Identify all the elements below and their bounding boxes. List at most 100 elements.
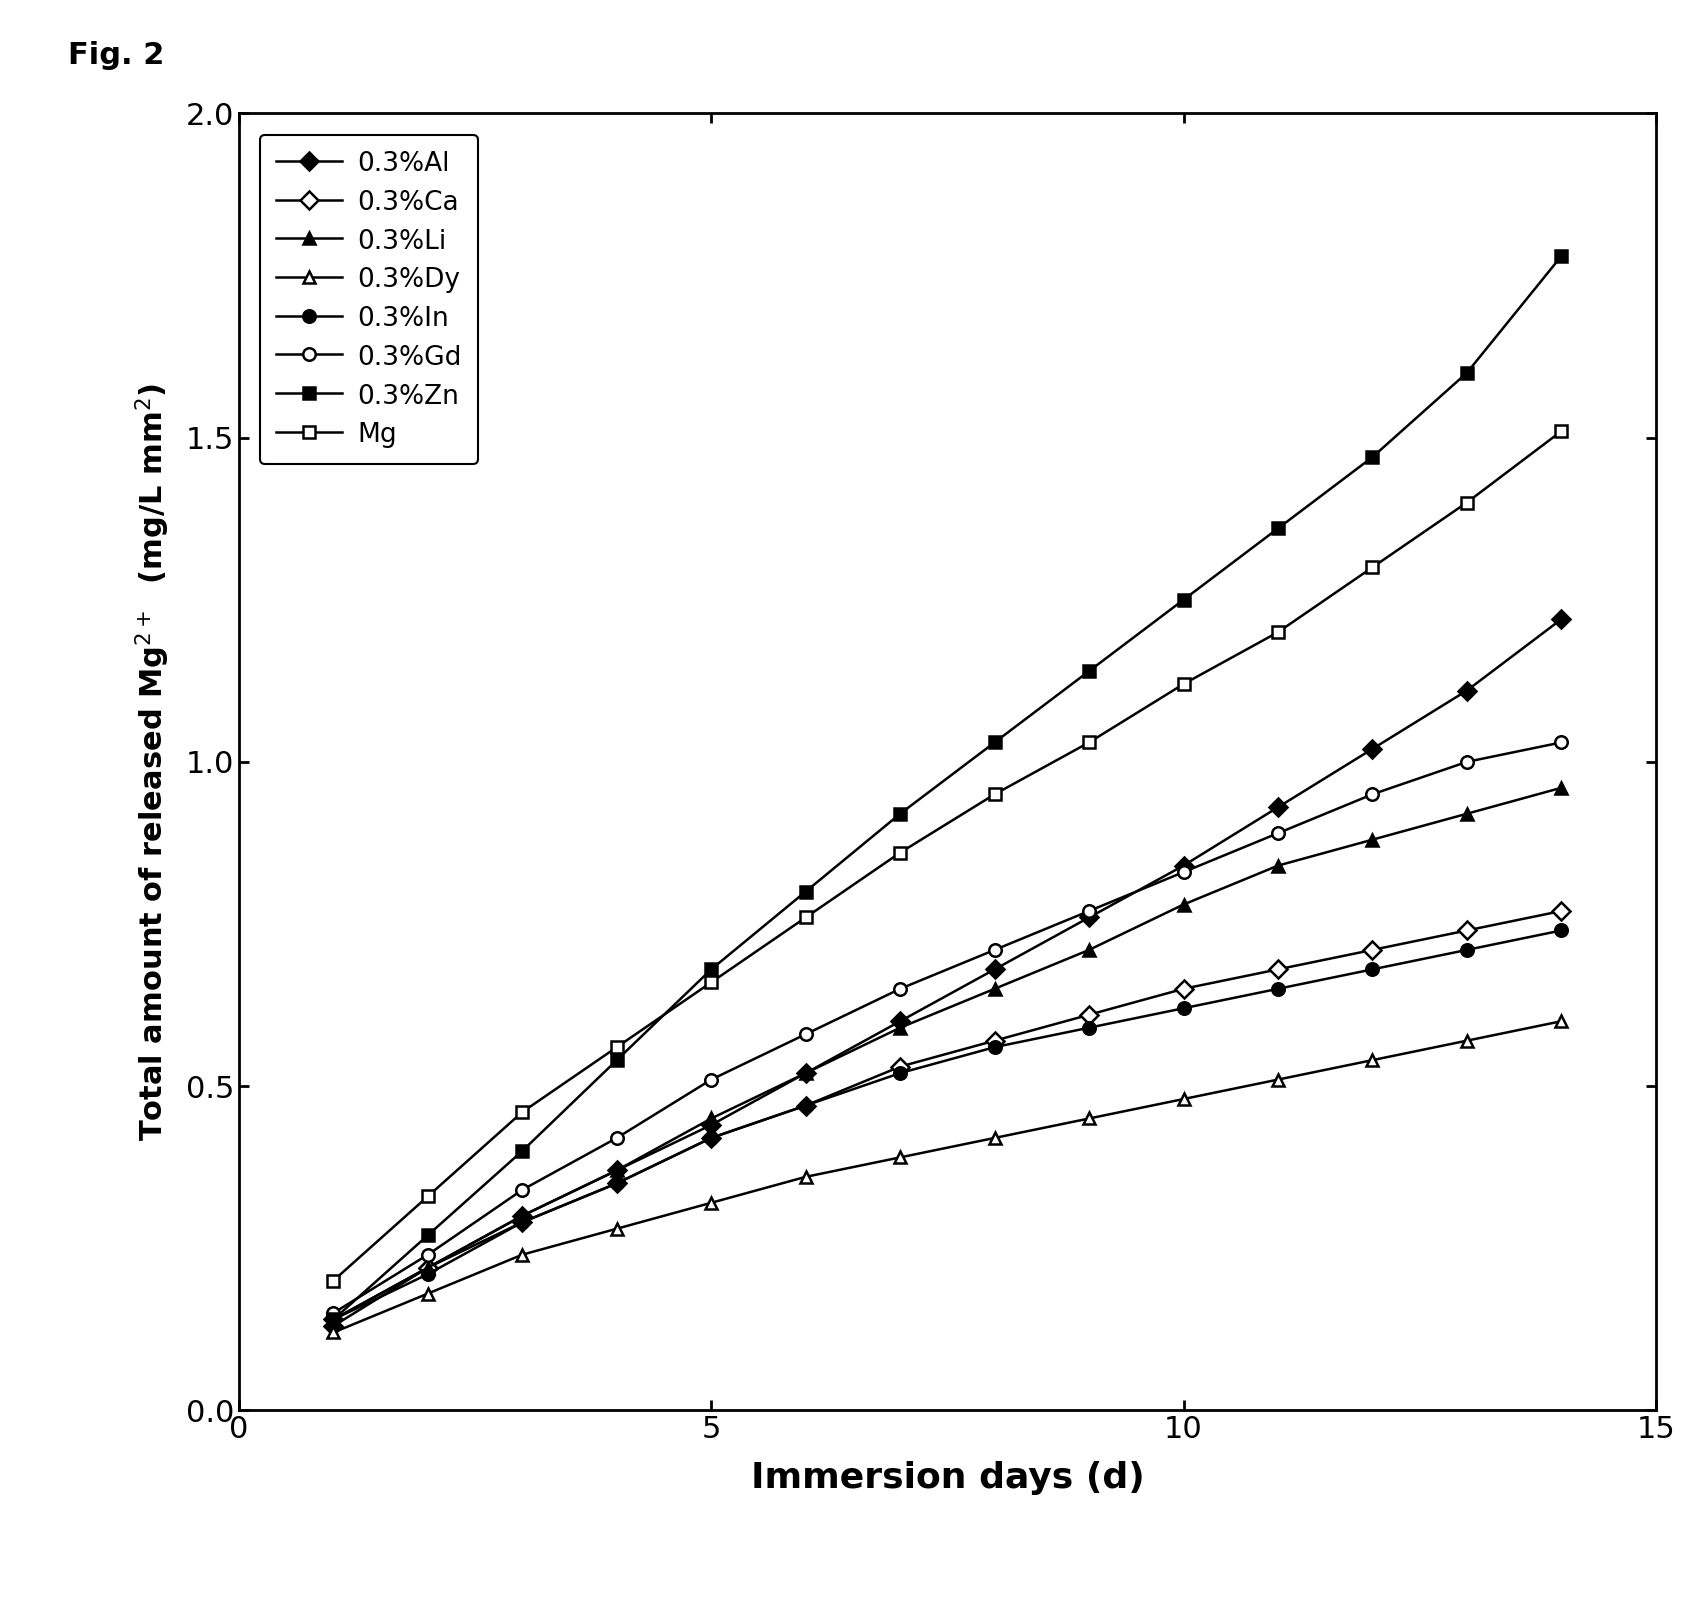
0.3%In: [889, 1063, 910, 1083]
Mg: [512, 1102, 533, 1122]
0.3%In: [323, 1310, 343, 1329]
0.3%Al: [1362, 739, 1383, 759]
Legend: 0.3%Al, 0.3%Ca, 0.3%Li, 0.3%Dy, 0.3%In, 0.3%Gd, 0.3%Zn, Mg: 0.3%Al, 0.3%Ca, 0.3%Li, 0.3%Dy, 0.3%In, …: [259, 135, 478, 464]
0.3%Al: [1268, 798, 1289, 817]
Mg: [889, 843, 910, 862]
0.3%Zn: [702, 960, 722, 979]
0.3%Al: [985, 960, 1005, 979]
0.3%Al: [889, 1012, 910, 1031]
Line: Mg: Mg: [328, 425, 1567, 1287]
0.3%Gd: [1552, 733, 1572, 752]
0.3%Ca: [1456, 921, 1477, 940]
0.3%Gd: [1456, 752, 1477, 772]
0.3%Ca: [323, 1310, 343, 1329]
0.3%Zn: [1173, 590, 1193, 609]
0.3%Zn: [418, 1225, 439, 1245]
0.3%In: [1268, 979, 1289, 999]
0.3%Dy: [323, 1323, 343, 1342]
0.3%Zn: [1362, 447, 1383, 467]
0.3%Zn: [606, 1050, 626, 1070]
Text: Fig. 2: Fig. 2: [68, 41, 164, 70]
0.3%Li: [889, 1018, 910, 1037]
Mg: [985, 785, 1005, 804]
Line: 0.3%Al: 0.3%Al: [328, 613, 1567, 1332]
0.3%Zn: [512, 1141, 533, 1161]
0.3%In: [1173, 999, 1193, 1018]
0.3%Zn: [795, 882, 816, 901]
0.3%Zn: [1268, 519, 1289, 538]
0.3%Gd: [1079, 901, 1099, 921]
0.3%In: [1079, 1018, 1099, 1037]
0.3%Zn: [1552, 246, 1572, 266]
0.3%Li: [1362, 830, 1383, 849]
Mg: [1362, 558, 1383, 577]
0.3%Ca: [985, 1031, 1005, 1050]
0.3%Li: [1552, 778, 1572, 798]
0.3%Li: [606, 1161, 626, 1180]
0.3%Ca: [512, 1213, 533, 1232]
0.3%Dy: [512, 1245, 533, 1264]
0.3%Dy: [1456, 1031, 1477, 1050]
0.3%Zn: [1456, 363, 1477, 383]
0.3%Al: [512, 1206, 533, 1225]
0.3%Al: [418, 1258, 439, 1277]
Mg: [702, 973, 722, 992]
0.3%Li: [1268, 856, 1289, 875]
0.3%Ca: [1268, 960, 1289, 979]
Line: 0.3%In: 0.3%In: [328, 924, 1567, 1326]
Y-axis label: Total amount of released Mg$^{2+}$  (mg/L mm$^2$): Total amount of released Mg$^{2+}$ (mg/L…: [133, 383, 172, 1141]
0.3%In: [418, 1264, 439, 1284]
Mg: [606, 1037, 626, 1057]
0.3%Li: [1079, 940, 1099, 960]
0.3%Gd: [795, 1024, 816, 1044]
0.3%Dy: [702, 1193, 722, 1213]
0.3%Ca: [1362, 940, 1383, 960]
0.3%Gd: [1173, 862, 1193, 882]
0.3%Dy: [418, 1284, 439, 1303]
0.3%In: [1362, 960, 1383, 979]
0.3%In: [795, 1096, 816, 1115]
0.3%Li: [985, 979, 1005, 999]
0.3%Gd: [323, 1303, 343, 1323]
0.3%In: [606, 1174, 626, 1193]
Mg: [1552, 421, 1572, 441]
0.3%Gd: [418, 1245, 439, 1264]
Line: 0.3%Dy: 0.3%Dy: [328, 1015, 1567, 1339]
0.3%Ca: [1079, 1005, 1099, 1024]
Line: 0.3%Ca: 0.3%Ca: [328, 905, 1567, 1326]
Mg: [323, 1271, 343, 1290]
0.3%Gd: [985, 940, 1005, 960]
0.3%Gd: [1268, 823, 1289, 843]
Line: 0.3%Li: 0.3%Li: [328, 781, 1567, 1326]
0.3%Zn: [1079, 661, 1099, 681]
0.3%Dy: [1079, 1109, 1099, 1128]
0.3%Gd: [512, 1180, 533, 1200]
0.3%Ca: [1552, 901, 1572, 921]
0.3%Zn: [323, 1310, 343, 1329]
0.3%Al: [1552, 609, 1572, 629]
0.3%Al: [702, 1115, 722, 1135]
X-axis label: Immersion days (d): Immersion days (d): [751, 1461, 1144, 1495]
0.3%Dy: [1552, 1012, 1572, 1031]
0.3%Ca: [606, 1174, 626, 1193]
0.3%Ca: [702, 1128, 722, 1148]
0.3%Zn: [889, 804, 910, 823]
0.3%In: [702, 1128, 722, 1148]
0.3%Li: [1456, 804, 1477, 823]
0.3%Gd: [702, 1070, 722, 1089]
Mg: [795, 908, 816, 927]
0.3%Al: [1173, 856, 1193, 875]
0.3%Dy: [1362, 1050, 1383, 1070]
Line: 0.3%Zn: 0.3%Zn: [328, 250, 1567, 1326]
0.3%Ca: [1173, 979, 1193, 999]
0.3%In: [512, 1213, 533, 1232]
Mg: [1268, 622, 1289, 642]
0.3%In: [1456, 940, 1477, 960]
0.3%Ca: [418, 1258, 439, 1277]
0.3%Li: [795, 1063, 816, 1083]
0.3%Gd: [889, 979, 910, 999]
0.3%Dy: [795, 1167, 816, 1187]
Mg: [1079, 733, 1099, 752]
0.3%Li: [418, 1258, 439, 1277]
0.3%Li: [323, 1310, 343, 1329]
